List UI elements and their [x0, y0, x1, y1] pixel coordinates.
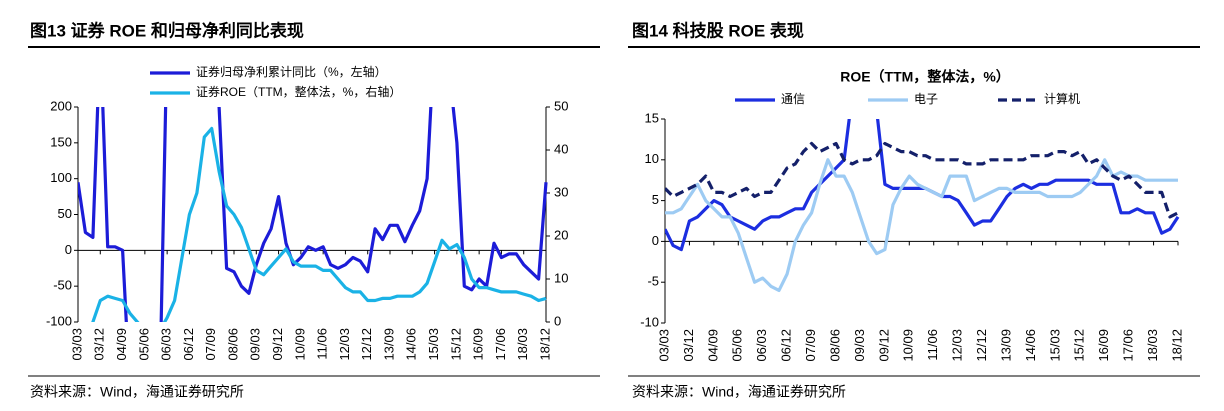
- x-tick-label: 09/12: [270, 328, 285, 361]
- x-tick-label: 04/09: [114, 328, 129, 361]
- x-tick-label: 10/09: [901, 329, 916, 362]
- y2-tick-label: 30: [554, 184, 568, 199]
- x-tick-label: 12/03: [337, 328, 352, 361]
- series-line: [665, 119, 1180, 252]
- series-line: [665, 141, 1179, 219]
- series-line: [665, 158, 1178, 292]
- x-tick-label: 15/12: [1072, 329, 1087, 362]
- y-tick-label: 5: [652, 192, 659, 207]
- chart-title: 图14 科技股 ROE 表现: [632, 20, 804, 40]
- x-tick-label: 11/06: [925, 329, 940, 361]
- x-tick-label: 06/12: [181, 328, 196, 361]
- x-tick-label: 15/03: [426, 328, 441, 361]
- x-tick-label: 05/06: [136, 328, 151, 361]
- y-tick-label: -5: [647, 274, 659, 289]
- y2-tick-label: 50: [554, 98, 568, 113]
- x-tick-label: 03/03: [69, 328, 84, 361]
- x-tick-label: 07/09: [203, 328, 218, 361]
- x-tick-label: 05/06: [730, 329, 745, 362]
- x-tick-label: 14/06: [1023, 329, 1038, 362]
- y-tick-label: -100: [46, 313, 72, 328]
- x-tick-label: 10/09: [292, 328, 307, 361]
- x-tick-label: 12/12: [974, 329, 989, 362]
- y-tick-label: -10: [640, 314, 659, 329]
- y-tick-label: 0: [652, 233, 659, 248]
- legend-label: 通信: [781, 92, 805, 106]
- series-line: [91, 126, 547, 322]
- x-tick-label: 15/12: [448, 328, 463, 361]
- x-tick-label: 13/09: [381, 328, 396, 361]
- x-tick-label: 07/09: [803, 329, 818, 362]
- x-tick-label: 16/09: [1096, 329, 1111, 362]
- x-tick-label: 08/06: [827, 329, 842, 362]
- y2-tick-label: 20: [554, 227, 568, 242]
- x-tick-label: 09/03: [852, 329, 867, 362]
- x-tick-label: 18/12: [537, 328, 552, 361]
- y2-tick-label: 10: [554, 270, 568, 285]
- x-tick-label: 06/03: [159, 328, 174, 361]
- x-tick-label: 11/06: [315, 328, 330, 360]
- x-tick-label: 03/12: [681, 329, 696, 362]
- x-tick-label: 06/12: [779, 329, 794, 362]
- chart-title: 图13 证券 ROE 和归母净利同比表现: [30, 20, 304, 40]
- x-tick-label: 03/12: [92, 328, 107, 361]
- y-tick-label: 0: [65, 242, 72, 257]
- y-tick-label: 200: [50, 98, 72, 113]
- y-tick-label: 10: [645, 151, 659, 166]
- x-tick-label: 12/12: [359, 328, 374, 361]
- x-tick-label: 18/03: [515, 328, 530, 361]
- x-tick-label: 08/06: [225, 328, 240, 361]
- x-tick-label: 13/09: [998, 329, 1013, 362]
- x-tick-label: 17/06: [1121, 329, 1136, 362]
- source: 资料来源：Wind，海通证券研究所: [632, 384, 846, 400]
- y2-tick-label: 0: [554, 313, 561, 328]
- y-tick-label: 100: [50, 170, 72, 185]
- chart-subtitle: ROE（TTM，整体法，%）: [840, 69, 1010, 85]
- legend-label: 电子: [914, 92, 938, 106]
- legend-label: 证券归母净利累计同比（%，左轴）: [196, 64, 387, 79]
- legend-label: 计算机: [1044, 91, 1080, 106]
- y-tick-label: 150: [50, 134, 72, 149]
- x-tick-label: 06/03: [754, 329, 769, 362]
- x-tick-label: 09/03: [248, 328, 263, 361]
- x-tick-label: 16/09: [471, 328, 486, 361]
- x-tick-label: 15/03: [1047, 329, 1062, 362]
- x-tick-label: 04/09: [705, 329, 720, 362]
- series-line: [78, 107, 548, 322]
- x-tick-label: 12/03: [950, 329, 965, 362]
- x-tick-label: 17/06: [493, 328, 508, 361]
- legend-label: 证券ROE（TTM，整体法，%，右轴）: [196, 84, 401, 99]
- y-tick-label: 15: [645, 110, 659, 125]
- x-tick-label: 03/03: [656, 329, 671, 362]
- x-tick-label: 18/12: [1169, 329, 1184, 362]
- y-tick-label: -50: [53, 278, 72, 293]
- x-tick-label: 09/12: [876, 329, 891, 362]
- x-tick-label: 18/03: [1145, 329, 1160, 362]
- y2-tick-label: 40: [554, 141, 568, 156]
- x-tick-label: 14/06: [404, 328, 419, 361]
- source: 资料来源：Wind，海通证券研究所: [30, 384, 244, 400]
- y-tick-label: 50: [58, 206, 72, 221]
